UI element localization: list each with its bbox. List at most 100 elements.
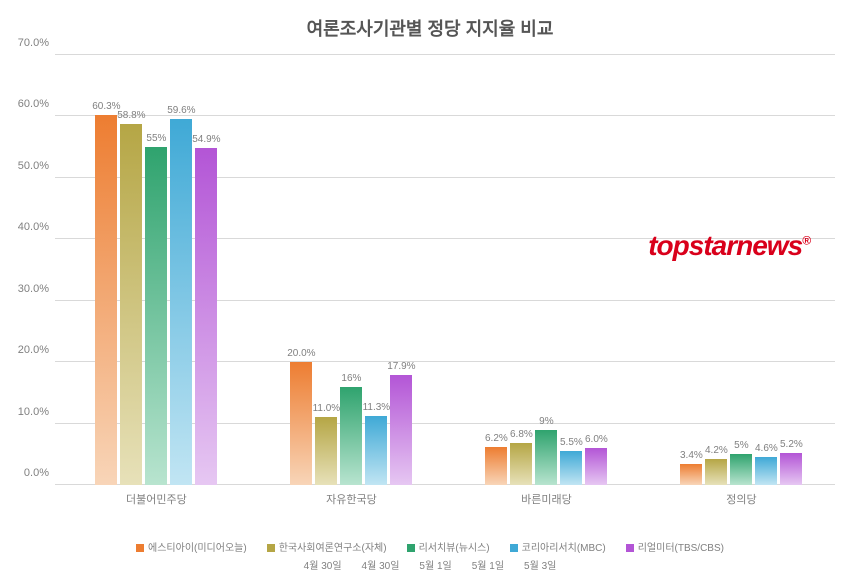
bar: 6.8% (510, 443, 532, 485)
bar: 55% (145, 147, 167, 485)
bar-fill (170, 119, 192, 485)
bar-value-label: 6.2% (485, 433, 508, 444)
legend-item: 리얼미터(TBS/CBS) (626, 539, 724, 554)
bar-fill (145, 147, 167, 485)
bar: 5.2% (780, 453, 802, 485)
legend: 에스티아이(미디어오늘) 한국사회여론연구소(자체) 리서치뷰(뉴시스) 코리아리서치… (0, 539, 860, 575)
bar: 4.2% (705, 459, 727, 485)
y-axis-label: 70.0% (18, 37, 49, 49)
bar-value-label: 4.2% (705, 445, 728, 456)
bar-group: 3.4%4.2%5%4.6%5.2% (680, 55, 802, 485)
bar-fill (730, 454, 752, 485)
x-axis-label: 바른미래당 (521, 491, 572, 507)
bar-value-label: 17.9% (387, 361, 415, 372)
bar-fill (315, 417, 337, 485)
legend-date: 4월 30일 (304, 557, 342, 572)
bar-value-label: 11.3% (363, 402, 391, 413)
bar-value-label: 16% (341, 373, 361, 384)
legend-item: 코리아리서치(MBC) (510, 539, 606, 554)
bar-fill (755, 457, 777, 485)
y-axis-label: 30.0% (18, 283, 49, 295)
chart-plot-area: 0.0%10.0%20.0%30.0%40.0%50.0%60.0%70.0%6… (55, 55, 835, 485)
watermark: topstarnews® (648, 230, 810, 262)
bar-value-label: 6.8% (510, 429, 533, 440)
bar: 20.0% (290, 362, 312, 485)
bar-value-label: 59.6% (167, 105, 195, 116)
bar-fill (120, 124, 142, 485)
bar-fill (95, 115, 117, 485)
bar-fill (705, 459, 727, 485)
bar-value-label: 55% (146, 133, 166, 144)
y-axis-label: 20.0% (18, 344, 49, 356)
bar-fill (390, 375, 412, 485)
legend-date: 5월 1일 (472, 557, 504, 572)
x-axis-label: 더불어민주당 (126, 491, 187, 507)
bar-value-label: 58.8% (117, 110, 145, 121)
bar-fill (585, 448, 607, 485)
bar-group: 6.2%6.8%9%5.5%6.0% (485, 55, 607, 485)
legend-label: 코리아리서치(MBC) (522, 543, 606, 554)
bar-group: 60.3%58.8%55%59.6%54.9% (95, 55, 217, 485)
legend-swatch (510, 544, 518, 552)
y-axis-label: 40.0% (18, 221, 49, 233)
bar-value-label: 5.5% (560, 437, 583, 448)
bar: 6.0% (585, 448, 607, 485)
legend-swatch (626, 544, 634, 552)
y-axis-label: 0.0% (24, 467, 49, 479)
bar-fill (340, 387, 362, 485)
bar: 6.2% (485, 447, 507, 485)
bar-fill (365, 416, 387, 485)
bar: 11.0% (315, 417, 337, 485)
bar-fill (510, 443, 532, 485)
legend-row: 에스티아이(미디어오늘) 한국사회여론연구소(자체) 리서치뷰(뉴시스) 코리아리서치… (0, 539, 860, 554)
bar: 11.3% (365, 416, 387, 485)
legend-swatch (407, 544, 415, 552)
bar-value-label: 5% (734, 440, 748, 451)
bar-value-label: 54.9% (192, 134, 220, 145)
legend-row: 4월 30일 4월 30일 5월 1일 5월 1일 5월 3일 (0, 557, 860, 572)
bar: 5% (730, 454, 752, 485)
bar: 60.3% (95, 115, 117, 485)
bar-fill (780, 453, 802, 485)
bar-fill (195, 148, 217, 485)
bar-value-label: 4.6% (755, 443, 778, 454)
legend-swatch (136, 544, 144, 552)
legend-date: 5월 1일 (419, 557, 451, 572)
x-axis-label: 자유한국당 (326, 491, 377, 507)
legend-item: 한국사회여론연구소(자체) (267, 539, 387, 554)
bar-value-label: 6.0% (585, 434, 608, 445)
bar-fill (535, 430, 557, 485)
bar: 59.6% (170, 119, 192, 485)
y-axis-label: 10.0% (18, 406, 49, 418)
y-axis-label: 50.0% (18, 160, 49, 172)
bar-fill (290, 362, 312, 485)
bar-value-label: 9% (539, 416, 553, 427)
bar: 17.9% (390, 375, 412, 485)
legend-item: 리서치뷰(뉴시스) (407, 539, 490, 554)
bar: 16% (340, 387, 362, 485)
legend-label: 리서치뷰(뉴시스) (419, 543, 490, 554)
x-axis-label: 정의당 (726, 491, 756, 507)
bar-fill (680, 464, 702, 485)
legend-item: 에스티아이(미디어오늘) (136, 539, 247, 554)
bar-value-label: 5.2% (780, 439, 803, 450)
bar-value-label: 20.0% (287, 348, 315, 359)
legend-swatch (267, 544, 275, 552)
legend-label: 리얼미터(TBS/CBS) (638, 543, 724, 554)
legend-date: 4월 30일 (362, 557, 400, 572)
y-axis-label: 60.0% (18, 98, 49, 110)
bar: 58.8% (120, 124, 142, 485)
bar-fill (485, 447, 507, 485)
bar-value-label: 11.0% (313, 403, 341, 414)
bar: 9% (535, 430, 557, 485)
bar: 5.5% (560, 451, 582, 485)
legend-label: 에스티아이(미디어오늘) (148, 543, 247, 554)
bar-value-label: 3.4% (680, 450, 703, 461)
chart-title: 여론조사기관별 정당 지지율 비교 (0, 0, 860, 51)
bar: 4.6% (755, 457, 777, 485)
bar-fill (560, 451, 582, 485)
bar: 3.4% (680, 464, 702, 485)
legend-date: 5월 3일 (524, 557, 556, 572)
bar: 54.9% (195, 148, 217, 485)
bar-group: 20.0%11.0%16%11.3%17.9% (290, 55, 412, 485)
